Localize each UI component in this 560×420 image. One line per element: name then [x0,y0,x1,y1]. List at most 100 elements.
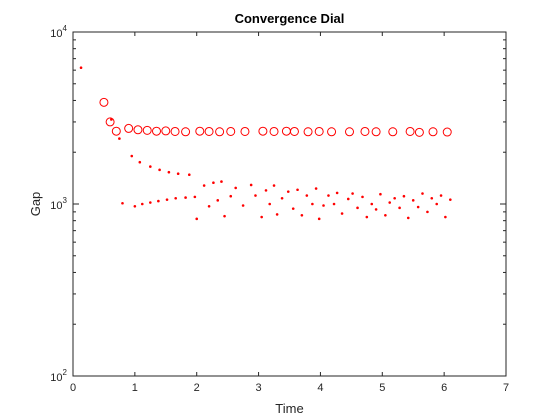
data-point-circle [195,126,205,136]
data-point-circle [360,126,370,136]
x-tick-label: 6 [441,382,447,394]
data-point-dot [121,201,124,205]
data-point-circle [240,126,250,136]
data-point-dot [223,214,226,218]
data-point-dot [207,204,211,208]
data-point-circle [314,126,324,136]
data-point-dot [118,137,121,140]
data-point-dot [335,191,339,195]
data-point-dot [317,217,321,221]
x-tick-label: 7 [503,382,509,394]
data-point-dot [332,202,336,206]
y-tick-label: 104 [50,24,67,40]
data-point-dot [374,208,378,211]
data-point-circle [170,126,180,136]
data-point-circle [124,123,134,133]
data-point-dot [365,215,369,219]
data-point-dot [416,205,420,209]
data-point-dot [370,202,374,206]
chart-title: Convergence Dial [235,11,345,26]
data-point-dot [174,196,177,200]
data-point-circle [371,127,381,137]
data-point-dot [149,201,152,204]
data-point-circle [345,127,355,137]
data-point-dot [439,194,443,197]
data-point-dot [249,183,253,187]
x-tick-label: 3 [256,382,262,394]
data-point-circle [133,125,143,135]
x-tick-label: 1 [132,382,138,394]
data-point-circle [204,126,214,136]
data-point-dot [449,198,452,201]
data-point-circle [414,127,424,137]
data-point-dot [149,165,152,168]
data-point-dot [260,215,263,219]
data-point-dot [165,198,169,201]
data-point-dot [311,202,314,206]
data-point-dot [411,199,415,202]
data-point-circle [269,126,279,136]
data-point-circle [142,125,152,135]
data-point-dot [384,213,387,217]
x-tick-label: 5 [379,382,385,394]
data-point-dot [398,206,401,210]
data-point-dot [254,194,257,197]
data-point-circle [99,97,109,107]
data-point-dot [229,194,233,198]
data-marks [79,66,452,221]
data-point-dot [234,186,237,190]
data-point-dot [435,202,439,206]
data-point-circle [405,126,415,136]
data-point-dot [322,204,325,207]
data-point-dot [220,180,223,183]
data-point-dot [130,154,134,158]
data-point-dot [361,195,364,199]
data-point-circle [303,127,313,137]
data-point-dot [300,213,304,217]
data-point-dot [140,202,144,206]
data-point-dot [402,194,406,198]
data-point-dot [195,217,199,221]
data-point-dot [157,199,160,203]
data-point-dot [167,170,171,174]
data-point-dot [184,196,187,199]
data-point-dot [314,187,318,190]
data-point-dot [216,199,220,202]
data-point-dot [286,190,290,193]
data-point-dot [280,196,284,200]
data-point-dot [305,194,309,197]
data-point-dot [158,168,161,172]
data-point-dot [406,216,410,220]
data-point-dot [379,192,382,196]
data-point-dot [110,118,113,121]
data-point-dot [79,66,83,70]
data-point-circle [388,127,398,137]
data-point-circle [105,117,115,127]
data-point-dot [291,207,295,210]
data-point-circle [215,127,225,137]
data-point-dot [187,173,191,177]
plot-area [72,31,507,377]
data-point-dot [296,188,299,192]
data-point-dot [202,184,206,187]
data-point-circle [289,126,299,136]
data-point-dot [346,197,350,201]
axis-ticks: 0 1 2 3 4 5 6 7 102 103 104 [50,24,509,394]
data-point-dot [393,196,396,200]
data-point-dot [444,215,447,219]
data-point-circle [111,126,121,136]
data-point-dot [272,184,276,187]
data-point-dot [241,204,245,207]
data-point-dot [133,204,137,208]
data-point-dot [193,195,197,199]
x-tick-label: 4 [317,382,323,394]
data-point-dot [268,202,272,206]
data-point-dot [430,196,434,200]
y-axis-label: Gap [28,192,43,217]
data-point-circle [442,127,452,137]
data-point-circle [181,127,191,137]
data-point-dot [356,206,359,210]
data-point-dot [327,194,330,197]
y-tick-label: 102 [50,368,67,384]
